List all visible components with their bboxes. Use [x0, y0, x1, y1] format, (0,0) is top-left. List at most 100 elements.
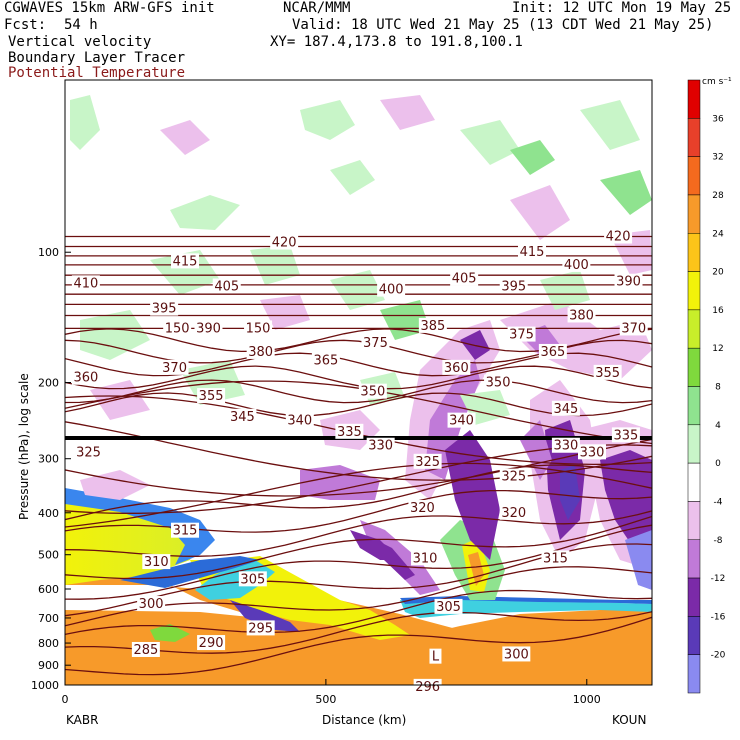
colorbar-swatch	[687, 347, 701, 387]
contour-label: 355	[595, 366, 620, 381]
cross-section-endpoints: XY= 187.4,173.8 to 191.8,100.1	[270, 34, 523, 50]
org-label: NCAR/MMM	[283, 0, 351, 16]
contour-label-bg	[577, 444, 606, 460]
colorbar-label: 24	[712, 229, 724, 239]
theta-contour	[65, 489, 652, 533]
contour-label-bg	[74, 444, 103, 460]
colorbar-swatch	[687, 194, 701, 234]
contour-label: 305	[240, 572, 265, 587]
y-tick-label: 500	[38, 549, 59, 562]
contour-label: 365	[313, 354, 338, 369]
colorbar-swatch	[687, 386, 701, 426]
colorbar-label: 0	[715, 459, 721, 469]
contour-label-bg	[442, 359, 471, 375]
colorbar: 36 32 28 24 20 16 12 8 4 0 -4 -8 -12 -16 -20	[687, 79, 726, 694]
contour-label: 365	[540, 345, 565, 360]
contour-label: 315	[543, 551, 568, 566]
contour-label: 360	[73, 371, 98, 386]
contour-label: 400	[379, 283, 404, 298]
contour-label-bg	[335, 423, 364, 439]
colorbar-swatch	[687, 79, 701, 119]
y-tick-label: 400	[38, 507, 59, 520]
colorbar-swatch	[687, 654, 701, 694]
contour-label-bg	[434, 598, 463, 614]
contour-label-bg	[611, 427, 640, 443]
contour-label: 375	[363, 336, 388, 351]
contour-label-bg	[418, 317, 447, 333]
theta-contour	[65, 438, 652, 497]
contour-label-bg	[171, 522, 200, 538]
contour-label: 340	[449, 414, 474, 429]
contour-label-bg	[197, 635, 226, 651]
contour-label-bg	[358, 383, 387, 399]
contour-label-bg	[551, 400, 580, 416]
contour-label: 380	[569, 308, 594, 323]
contour-label: 400	[564, 258, 589, 273]
contour-label: 335	[337, 425, 362, 440]
colorbar-label: 28	[712, 191, 724, 201]
contour-label-bg	[429, 648, 442, 664]
x-axis: 0 500 1000	[62, 679, 601, 706]
contour-label: 360	[444, 361, 469, 376]
theta-contour	[65, 611, 652, 654]
contour-label-bg	[285, 412, 314, 428]
x-tick-label: 500	[315, 693, 336, 706]
contour-label: 325	[76, 445, 101, 460]
contour-label: 296	[415, 680, 440, 695]
contour-label: 410	[73, 276, 98, 291]
theta-contour	[65, 380, 652, 445]
contour-label: 420	[272, 236, 297, 251]
colorbar-label: 12	[712, 344, 723, 354]
forecast-label: Fcst:	[4, 17, 47, 33]
contour-label-bg	[499, 278, 528, 294]
colorbar-label: -4	[714, 497, 723, 507]
contour-label-bg	[593, 364, 622, 380]
contour-label: 330	[553, 439, 578, 454]
y-axis: 100 200 300 400 500 600 700 800 900 1000	[31, 246, 71, 692]
contour-label: 335	[613, 428, 638, 443]
theta-contour	[65, 589, 652, 636]
colorbar-swatch	[687, 118, 701, 157]
colorbar-label: 8	[715, 383, 721, 393]
theta-contour	[65, 616, 652, 676]
contour-label: 355	[199, 389, 224, 404]
contour-label: 420	[606, 230, 631, 245]
contour-label: 310	[413, 551, 438, 566]
colorbar-label: -8	[714, 536, 723, 546]
contour-label-bg	[413, 453, 442, 469]
contour-label-bg	[614, 273, 643, 289]
theta-contour	[65, 515, 652, 580]
contour-label-bg	[377, 281, 406, 297]
y-tick-label: 600	[38, 583, 59, 596]
contour-label-bg	[150, 300, 179, 316]
contour-label-bg	[484, 374, 513, 390]
contour-label-bg	[197, 388, 226, 404]
valid-time: Valid: 18 UTC Wed 21 May 25 (13 CDT Wed …	[292, 17, 714, 33]
contour-label: 325	[501, 470, 526, 485]
colorbar-units: cm s⁻¹	[702, 77, 732, 87]
field-boundary-layer-tracer: Boundary Layer Tracer	[8, 50, 186, 66]
forecast-hour: 54 h	[64, 17, 98, 33]
contour-label-bg	[538, 343, 567, 359]
colorbar-label: 36	[712, 114, 724, 124]
contour-label-bg	[160, 359, 189, 375]
contour-label-bg	[71, 369, 100, 385]
theta-contour	[65, 462, 652, 528]
contour-label: 300	[139, 597, 164, 612]
contour-label: 305	[436, 600, 461, 615]
theta-contour	[65, 464, 652, 521]
contour-label: 340	[287, 414, 312, 429]
contour-label: 150	[165, 321, 190, 336]
colorbar-label: -12	[711, 574, 726, 584]
contour-label-bg	[507, 326, 536, 342]
contour-label-bg	[194, 320, 223, 336]
y-axis-label: Pressure (hPa), log scale	[17, 373, 31, 520]
contour-label: 315	[173, 524, 198, 539]
right-endpoint-label: KOUN	[612, 713, 646, 727]
field-vertical-velocity: Vertical velocity	[8, 34, 152, 50]
y-tick-label: 300	[38, 453, 59, 466]
contour-label-bg	[413, 678, 442, 694]
contour-label-bg	[246, 620, 275, 636]
theta-contour	[65, 365, 652, 390]
contour-label-bg	[311, 352, 340, 368]
